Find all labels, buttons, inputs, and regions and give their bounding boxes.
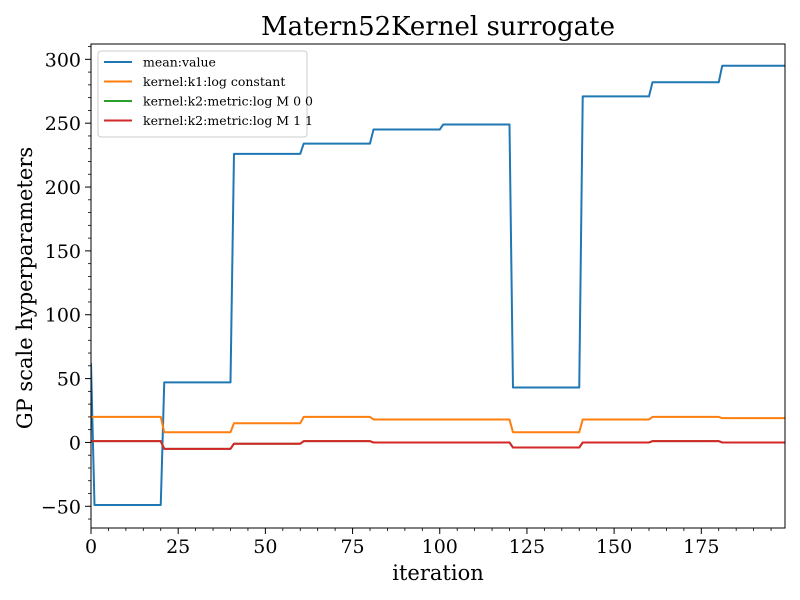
x-tick-label: 50 [253, 536, 277, 558]
series-lines [91, 64, 785, 507]
series-line-3 [91, 440, 785, 450]
y-tick-label: 200 [45, 177, 81, 199]
x-tick-label: 175 [683, 536, 719, 558]
legend-label: kernel:k2:metric:log M 0 0 [143, 94, 313, 109]
y-tick-label: −50 [41, 496, 81, 518]
y-tick-label: 300 [45, 49, 81, 71]
x-tick-label: 25 [166, 536, 190, 558]
x-axis-label: iteration [392, 561, 483, 585]
legend-label: mean:value [143, 55, 216, 70]
legend-label: kernel:k1:log constant [143, 74, 285, 89]
y-tick-label: 50 [57, 369, 81, 391]
series-line-0 [91, 64, 785, 507]
y-tick-label: 250 [45, 113, 81, 135]
y-tick-label: 0 [69, 432, 81, 454]
legend-label: kernel:k2:metric:log M 1 1 [143, 113, 313, 128]
series-line-1 [91, 415, 785, 434]
x-tick-label: 100 [422, 536, 458, 558]
x-tick-label: 150 [596, 536, 632, 558]
legend: mean:value kernel:k1:log constant kernel:k… [97, 50, 313, 138]
plot-frame [90, 43, 786, 529]
legend-box [97, 50, 308, 138]
y-axis-label: GP scale hyperparameters [13, 147, 37, 429]
y-tick-label: 150 [45, 241, 81, 263]
chart-title: Matern52Kernel surrogate [261, 12, 615, 42]
x-tick-label: 0 [85, 536, 97, 558]
x-tick-label: 125 [509, 536, 545, 558]
x-tick-label: 75 [340, 536, 364, 558]
y-tick-label: 100 [45, 305, 81, 327]
